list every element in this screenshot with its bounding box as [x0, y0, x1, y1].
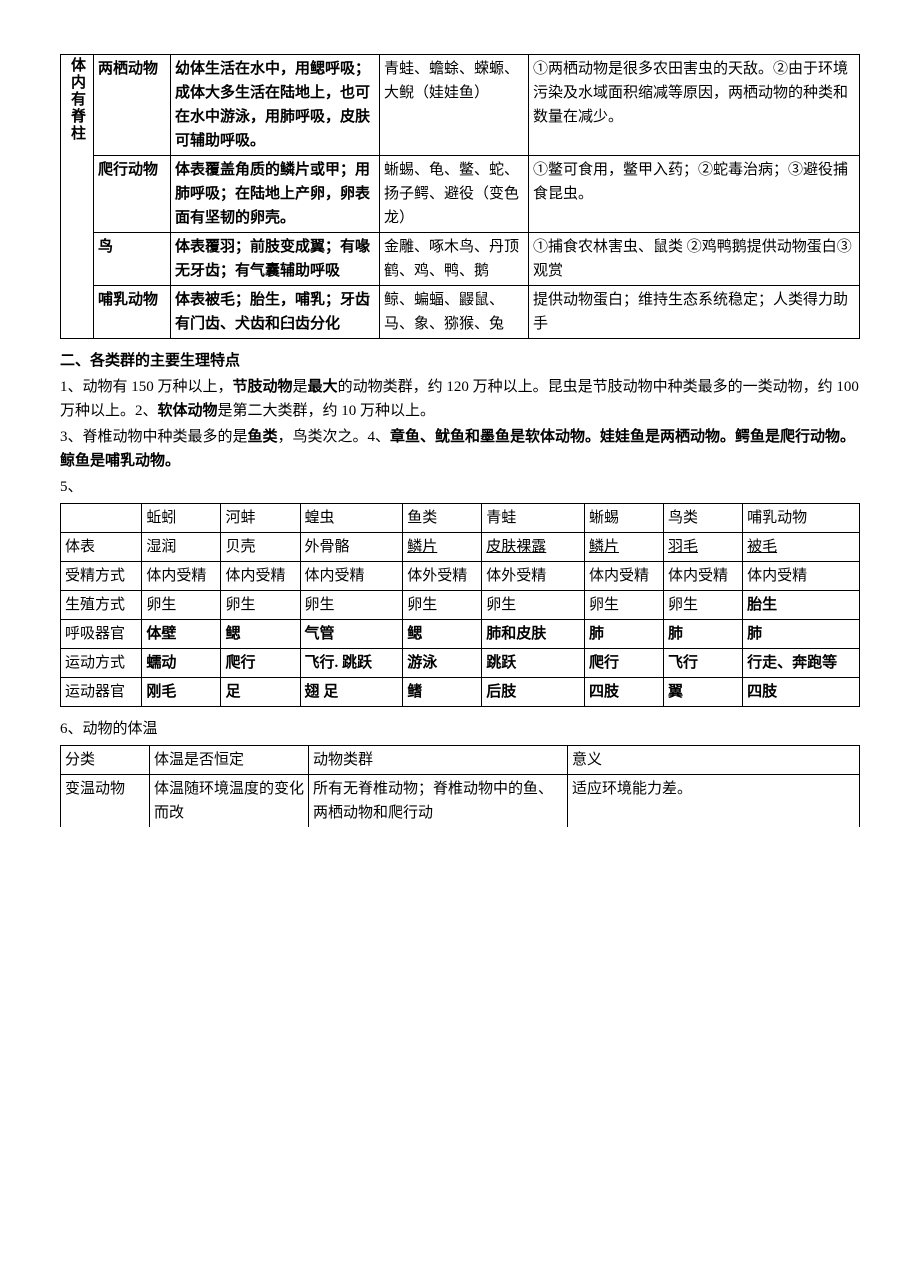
- row-mammal-feature: 体表被毛；胎生，哺乳；牙齿有门齿、犬齿和臼齿分化: [171, 286, 380, 339]
- cell: 鳍: [403, 678, 482, 707]
- row-mammal-examples: 鲸、蝙蝠、鼹鼠、马、象、猕猴、兔: [380, 286, 529, 339]
- cell: 体内受精: [743, 562, 860, 591]
- cell: 卵生: [221, 591, 300, 620]
- cell: 后肢: [482, 678, 585, 707]
- cell: 体壁: [142, 620, 221, 649]
- cell: 贝壳: [221, 533, 300, 562]
- cell: 卵生: [664, 591, 743, 620]
- row-bird-feature: 体表覆羽；前肢变成翼；有喙无牙齿；有气囊辅助呼吸: [171, 233, 380, 286]
- row-mammal-relation: 提供动物蛋白；维持生态系统稳定；人类得力助手: [529, 286, 860, 339]
- cell: 翼: [664, 678, 743, 707]
- row-bird-examples: 金雕、啄木鸟、丹顶鹤、鸡、鸭、鹅: [380, 233, 529, 286]
- row-bird-name: 鸟: [94, 233, 171, 286]
- row-reptile-feature: 体表覆盖角质的鳞片或甲；用肺呼吸；在陆地上产卵，卵表面有坚韧的卵壳。: [171, 156, 380, 233]
- group-vertebrate: 体内有脊柱: [61, 55, 94, 339]
- cell: 鳞片: [403, 533, 482, 562]
- p6-label: 6、动物的体温: [60, 717, 860, 741]
- row-bird-relation: ①捕食农林害虫、鼠类 ②鸡鸭鹅提供动物蛋白③观赏: [529, 233, 860, 286]
- cell: 体内受精: [664, 562, 743, 591]
- row-amphibian-relation: ①两栖动物是很多农田害虫的天敌。②由于环境污染及水域面积缩减等原因，两栖动物的种…: [529, 55, 860, 156]
- table2-row: 运动方式蠕动爬行飞行. 跳跃游泳跳跃爬行飞行行走、奔跑等: [61, 649, 860, 678]
- cell: 足: [221, 678, 300, 707]
- table2-header-row: 蚯蚓 河蚌 蝗虫 鱼类 青蛙 蜥蜴 鸟类 哺乳动物: [61, 504, 860, 533]
- section2-title: 二、各类群的主要生理特点: [60, 349, 860, 373]
- cell: 飞行: [664, 649, 743, 678]
- cell: 胎生: [743, 591, 860, 620]
- row-label: 体表: [61, 533, 142, 562]
- table2-row: 受精方式体内受精体内受精体内受精体外受精体外受精体内受精体内受精体内受精: [61, 562, 860, 591]
- cell: 鳃: [403, 620, 482, 649]
- row-reptile-relation: ①鳖可食用，鳖甲入药；②蛇毒治病；③避役捕食昆虫。: [529, 156, 860, 233]
- cell: 跳跃: [482, 649, 585, 678]
- physiology-table: 蚯蚓 河蚌 蝗虫 鱼类 青蛙 蜥蜴 鸟类 哺乳动物 体表湿润贝壳外骨骼鳞片皮肤裸…: [60, 503, 860, 707]
- cell: 外骨骼: [300, 533, 403, 562]
- table2-row: 呼吸器官体壁鳃气管鳃肺和皮肤肺肺肺: [61, 620, 860, 649]
- cell: 鳞片: [584, 533, 663, 562]
- cell: 肺和皮肤: [482, 620, 585, 649]
- table2-row: 体表湿润贝壳外骨骼鳞片皮肤裸露鳞片羽毛被毛: [61, 533, 860, 562]
- cell: 四肢: [584, 678, 663, 707]
- cell: 爬行: [584, 649, 663, 678]
- table2-row: 生殖方式卵生卵生卵生卵生卵生卵生卵生胎生: [61, 591, 860, 620]
- cell: 四肢: [743, 678, 860, 707]
- cell: 行走、奔跑等: [743, 649, 860, 678]
- cell: 体内受精: [584, 562, 663, 591]
- cell: 刚毛: [142, 678, 221, 707]
- cell: 肺: [743, 620, 860, 649]
- row-label: 生殖方式: [61, 591, 142, 620]
- cell: 卵生: [403, 591, 482, 620]
- cell: 卵生: [482, 591, 585, 620]
- vertebrate-groups-table: 体内有脊柱 两栖动物 幼体生活在水中，用鳃呼吸；成体大多生活在陆地上，也可在水中…: [60, 54, 860, 339]
- cell: 卵生: [142, 591, 221, 620]
- cell: 蠕动: [142, 649, 221, 678]
- cell: 体内受精: [142, 562, 221, 591]
- cell: 体外受精: [403, 562, 482, 591]
- cell: 皮肤裸露: [482, 533, 585, 562]
- cell: 翅 足: [300, 678, 403, 707]
- cell: 飞行. 跳跃: [300, 649, 403, 678]
- cell: 肺: [664, 620, 743, 649]
- cell: 被毛: [743, 533, 860, 562]
- table3-row-poikilotherm: 变温动物 体温随环境温度的变化而改 所有无脊椎动物；脊椎动物中的鱼、两栖动物和爬…: [61, 775, 860, 828]
- row-label: 运动方式: [61, 649, 142, 678]
- cell: 肺: [584, 620, 663, 649]
- cell: 爬行: [221, 649, 300, 678]
- section2-p5label: 5、: [60, 475, 860, 499]
- row-reptile-name: 爬行动物: [94, 156, 171, 233]
- table2-row: 运动器官刚毛足翅 足鳍后肢四肢翼四肢: [61, 678, 860, 707]
- cell: 体内受精: [300, 562, 403, 591]
- cell: 游泳: [403, 649, 482, 678]
- row-amphibian-feature: 幼体生活在水中，用鳃呼吸；成体大多生活在陆地上，也可在水中游泳，用肺呼吸，皮肤可…: [171, 55, 380, 156]
- row-amphibian-examples: 青蛙、蟾蜍、蝾螈、大鲵（娃娃鱼）: [380, 55, 529, 156]
- section2-p1: 1、动物有 150 万种以上，节肢动物是最大的动物类群，约 120 万种以上。昆…: [60, 375, 860, 423]
- row-reptile-examples: 蜥蜴、龟、鳖、蛇、扬子鳄、避役（变色龙）: [380, 156, 529, 233]
- body-temperature-table: 分类 体温是否恒定 动物类群 意义 变温动物 体温随环境温度的变化而改 所有无脊…: [60, 745, 860, 827]
- cell: 卵生: [584, 591, 663, 620]
- cell: 卵生: [300, 591, 403, 620]
- row-amphibian-name: 两栖动物: [94, 55, 171, 156]
- cell: 体内受精: [221, 562, 300, 591]
- cell: 鳃: [221, 620, 300, 649]
- cell: 体外受精: [482, 562, 585, 591]
- cell: 湿润: [142, 533, 221, 562]
- row-label: 运动器官: [61, 678, 142, 707]
- row-label: 呼吸器官: [61, 620, 142, 649]
- table3-header-row: 分类 体温是否恒定 动物类群 意义: [61, 746, 860, 775]
- cell: 气管: [300, 620, 403, 649]
- row-label: 受精方式: [61, 562, 142, 591]
- section2-p2: 3、脊椎动物中种类最多的是鱼类，鸟类次之。4、章鱼、鱿鱼和墨鱼是软体动物。娃娃鱼…: [60, 425, 860, 473]
- row-mammal-name: 哺乳动物: [94, 286, 171, 339]
- cell: 羽毛: [664, 533, 743, 562]
